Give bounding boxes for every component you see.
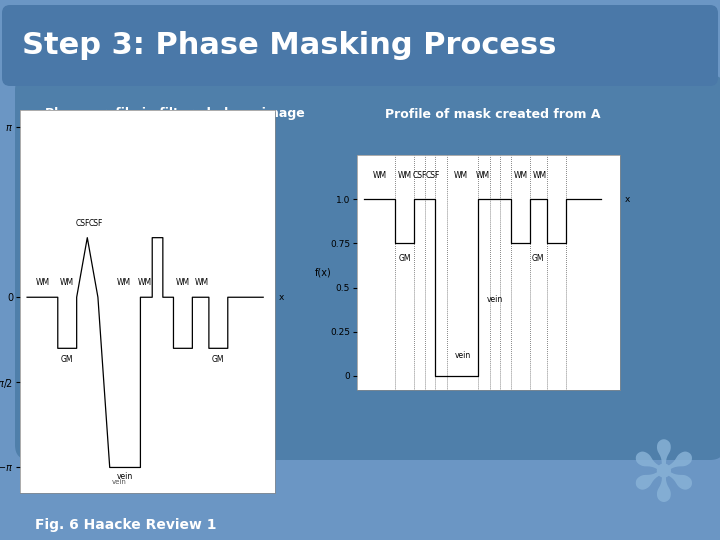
Text: x: x [625, 195, 630, 204]
Y-axis label: f(x): f(x) [315, 267, 331, 278]
Text: A: A [20, 481, 32, 496]
Text: CSF: CSF [426, 171, 440, 180]
Text: ✻: ✻ [628, 437, 698, 518]
Text: vein: vein [486, 295, 503, 303]
Text: WM: WM [454, 171, 468, 180]
Text: vein: vein [117, 472, 133, 481]
Text: Fig. 6 Haacke Review 1: Fig. 6 Haacke Review 1 [35, 518, 217, 532]
Text: WM: WM [397, 171, 411, 180]
Text: WM: WM [475, 171, 490, 180]
Text: x: x [279, 293, 284, 302]
Text: WM: WM [513, 171, 528, 180]
Text: CSF: CSF [89, 219, 103, 228]
Text: WM: WM [60, 278, 74, 287]
Text: Profile of mask created from A: Profile of mask created from A [385, 107, 600, 120]
FancyBboxPatch shape [15, 75, 720, 460]
Text: WM: WM [176, 278, 190, 287]
Text: GM: GM [398, 254, 410, 263]
Text: WM: WM [138, 278, 152, 287]
Text: vein: vein [454, 351, 471, 360]
Text: CSF: CSF [413, 171, 427, 180]
Text: WM: WM [194, 278, 209, 287]
Text: CSF: CSF [76, 219, 90, 228]
Text: Phase profile in filtered phase image: Phase profile in filtered phase image [45, 107, 305, 120]
Text: GM: GM [532, 254, 544, 263]
FancyBboxPatch shape [2, 5, 718, 86]
Text: WM: WM [532, 171, 546, 180]
Text: GM: GM [61, 355, 73, 364]
Text: WM: WM [35, 278, 50, 287]
Text: B: B [362, 378, 374, 393]
Text: WM: WM [372, 171, 387, 180]
Text: GM: GM [212, 355, 225, 364]
Text: vein: vein [112, 480, 127, 485]
Text: Step 3: Phase Masking Process: Step 3: Phase Masking Process [22, 30, 557, 59]
Text: WM: WM [117, 278, 131, 287]
